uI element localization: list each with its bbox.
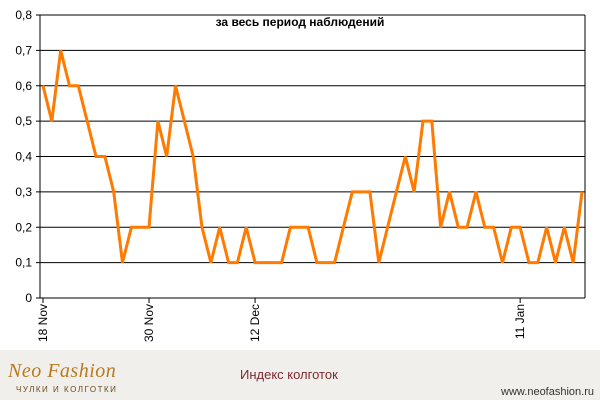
x-axis-ticks: 18 Nov 30 Nov 12 Dec 11 Jan — [36, 298, 527, 342]
series-layer — [41, 50, 584, 265]
y-tick-label: 0,1 — [15, 256, 32, 270]
footer-url[interactable]: www.neofashion.ru — [501, 386, 594, 398]
x-tick-label: 11 Jan — [513, 304, 527, 339]
brand-logo-tagline: ЧУЛКИ И КОЛГОТКИ — [16, 385, 118, 394]
grid-lines — [40, 14, 585, 264]
series-line — [41, 50, 584, 265]
x-tick-label: 30 Nov — [142, 304, 156, 342]
y-tick-label: 0,5 — [15, 114, 32, 128]
y-tick-label: 0,2 — [15, 220, 32, 234]
brand-logo[interactable]: Neo Fashion — [8, 360, 117, 382]
chart: 0 0,1 0,2 0,3 0,4 0,5 0,6 0,7 0,8 18 Nov 30 Nov 12… — [15, 8, 586, 342]
y-tick-label: 0 — [25, 291, 32, 305]
x-tick-label: 18 Nov — [36, 304, 50, 342]
y-tick-label: 0,6 — [15, 79, 32, 93]
footer-title: Индекс колготок — [240, 367, 338, 382]
footer-bar: Neo Fashion ЧУЛКИ И КОЛГОТКИ Индекс колг… — [0, 350, 600, 400]
axes — [39, 14, 586, 299]
x-tick-label: 12 Dec — [248, 304, 262, 342]
y-tick-label: 0,8 — [15, 8, 32, 22]
y-axis-ticks: 0 0,1 0,2 0,3 0,4 0,5 0,6 0,7 0,8 — [15, 8, 40, 305]
chart-title: за весь период наблюдений — [216, 15, 385, 29]
y-tick-label: 0,4 — [15, 150, 32, 164]
y-tick-label: 0,3 — [15, 185, 32, 199]
y-tick-label: 0,7 — [15, 43, 32, 57]
